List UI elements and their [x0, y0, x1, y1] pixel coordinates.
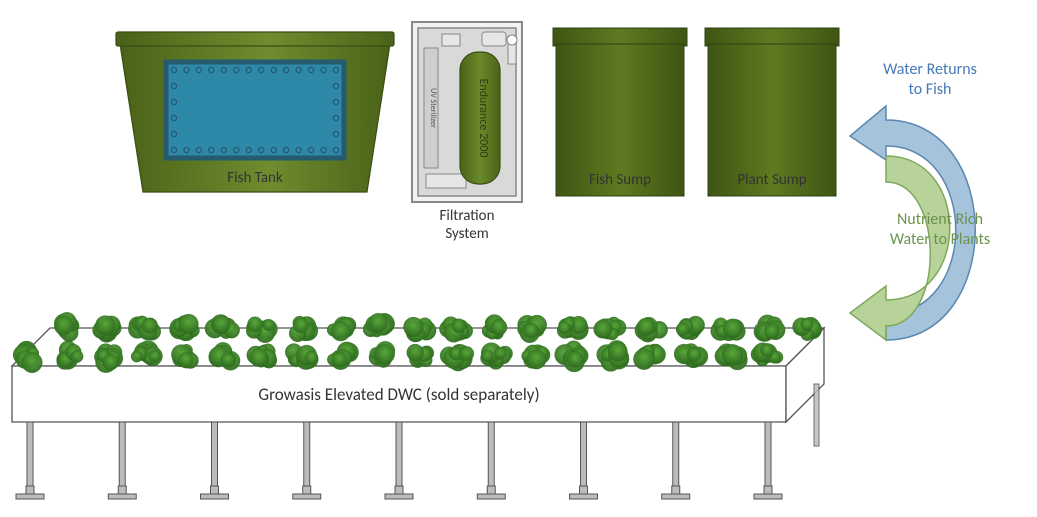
- endurance-label: Endurance 2000: [476, 79, 490, 158]
- dwc-label: Growasis Elevated DWC (sold separately): [258, 384, 539, 405]
- fish-tank: Fish Tank: [116, 32, 394, 192]
- dwc-bed: Growasis Elevated DWC (sold separately): [12, 312, 824, 499]
- nutrient-label-2: Water to Plants: [890, 230, 990, 249]
- filtration-label-2: System: [445, 225, 488, 243]
- fish-tank-label: Fish Tank: [227, 169, 283, 187]
- water-returns-label-1: Water Returns: [883, 60, 977, 79]
- filtration-label-1: Filtration: [440, 207, 495, 225]
- fish-sump: Fish Sump: [553, 28, 687, 196]
- plant-sump: Plant Sump: [705, 28, 839, 196]
- fish-sump-label: Fish Sump: [589, 171, 651, 189]
- nutrient-label-1: Nutrient Rich: [897, 210, 983, 229]
- plant-sump-label: Plant Sump: [737, 171, 806, 189]
- filtration-system: UV Sterilizer Endurance 2000 Filtration …: [412, 22, 522, 243]
- water-returns-label-2: to Fish: [909, 80, 952, 99]
- uv-sterilizer-label: UV Sterilizer: [428, 88, 438, 128]
